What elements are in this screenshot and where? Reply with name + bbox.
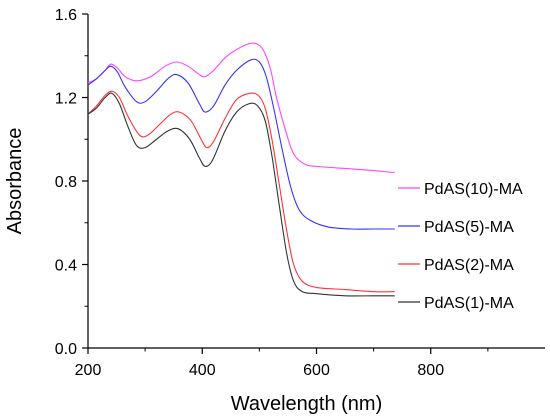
- y-tick-label: 0.4: [55, 258, 77, 275]
- x-tick-label: 400: [189, 362, 216, 379]
- x-axis-title: Wavelength (nm): [231, 393, 383, 415]
- legend-label: PdAS(5)-MA: [424, 219, 514, 236]
- x-axis-ticks: 200 400 600 800: [75, 348, 489, 379]
- legend: PdAS(10)-MA PdAS(5)-MA PdAS(2)-MA PdAS(1)-M…: [398, 181, 523, 312]
- series-line-1: [87, 42, 395, 174]
- legend-label: PdAS(2)-MA: [424, 257, 514, 274]
- series-line-2: [87, 58, 395, 230]
- y-tick-label: 1.6: [55, 7, 77, 24]
- x-tick-label: 800: [417, 362, 444, 379]
- legend-label: PdAS(10)-MA: [424, 181, 523, 198]
- legend-label: PdAS(1)-MA: [424, 295, 514, 312]
- series-line-4: [87, 92, 395, 297]
- y-tick-label: 0.8: [55, 174, 77, 191]
- x-tick-label: 600: [303, 362, 330, 379]
- y-axis-title: Absorbance: [4, 128, 26, 235]
- series-layer: [87, 42, 395, 297]
- series-line-3: [87, 90, 395, 293]
- y-axis-ticks: 0.0 0.4 0.8 1.2 1.6: [55, 7, 88, 358]
- x-tick-label: 200: [75, 362, 102, 379]
- y-tick-label: 1.2: [55, 91, 77, 108]
- y-tick-label: 0.0: [55, 341, 77, 358]
